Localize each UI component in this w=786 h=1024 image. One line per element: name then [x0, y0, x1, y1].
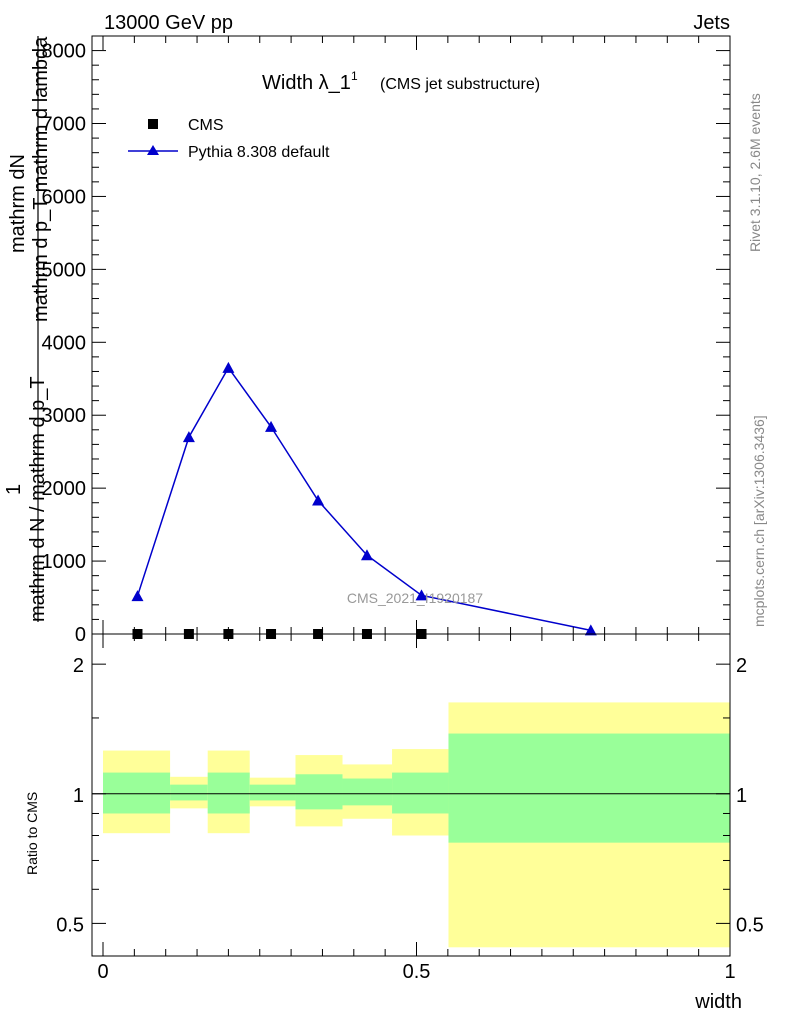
ratio-green-band	[207, 772, 250, 814]
ratio-green-band	[448, 733, 730, 843]
header-right: Jets	[693, 12, 730, 34]
x-tick-label: 0.5	[403, 961, 431, 983]
x-tick-label: 1	[724, 961, 735, 983]
pythia-data-point	[131, 590, 144, 602]
ratio-ytick-label-left: 1	[73, 785, 84, 807]
legend-cms-marker	[148, 119, 158, 129]
ratio-plot-axes: 0.5 0.5 1 1 2 2 0 0.5 1	[56, 633, 764, 983]
ratio-green-band	[249, 784, 296, 801]
pythia-data-point	[584, 624, 597, 636]
plot-title-main: Width λ_1	[262, 72, 351, 94]
ratio-green-band	[170, 784, 208, 801]
main-ytick-label: 8000	[42, 41, 87, 63]
main-ytick-label: 2000	[42, 478, 87, 500]
plot-subtitle: (CMS jet substructure)	[380, 76, 540, 93]
ratio-frame	[91, 633, 731, 957]
rivet-label: Rivet 3.1.10, 2.6M events	[747, 93, 763, 252]
ratio-ytick-label-right: 1	[736, 785, 747, 807]
ylabel-num: mathrm dN	[7, 154, 29, 253]
ratio-ylabel: Ratio to CMS	[24, 792, 40, 875]
main-plot-axes: 0 1000 2000 3000 4000 5000 6000 7000 8000	[42, 35, 731, 646]
main-ytick-label: 1000	[42, 551, 87, 573]
x-tick-label: 0	[97, 961, 108, 983]
header-left: 13000 GeV pp	[104, 12, 233, 34]
main-ylabel: mathrm dN mathrm d p_T mathrm d lambda 1…	[3, 36, 52, 622]
ratio-green-band	[392, 772, 449, 814]
ylabel-prefix-den: mathrm d N / mathrm d p_T	[27, 376, 49, 622]
main-ytick-label: 4000	[42, 332, 87, 354]
ylabel-den: mathrm d p_T mathrm d lambda	[30, 36, 52, 322]
pythia-data-point	[265, 420, 278, 432]
plot-title-sup: 1	[351, 69, 358, 83]
pythia-data-point	[222, 361, 235, 373]
main-ytick-label: 5000	[42, 259, 87, 281]
ratio-bands	[103, 702, 730, 948]
ratio-ytick-label-right: 0.5	[736, 914, 764, 936]
mcplots-label: mcplots.cern.ch [arXiv:1306.3436]	[751, 415, 767, 627]
legend: CMS Pythia 8.308 default	[128, 117, 330, 161]
main-ytick-label: 6000	[42, 186, 87, 208]
main-ytick-label: 3000	[42, 405, 87, 427]
watermark: CMS_2021_I1920187	[347, 590, 483, 606]
pythia-data-point	[360, 549, 373, 561]
legend-pythia-marker	[147, 145, 159, 155]
ratio-ytick-label-left: 2	[73, 655, 84, 677]
pythia-data-point	[415, 589, 428, 601]
ratio-green-band	[103, 772, 171, 814]
ratio-ytick-label-right: 2	[736, 655, 747, 677]
ylabel-prefix: 1	[3, 484, 25, 495]
x-axis-label: width	[694, 991, 742, 1013]
main-ytick-label: 0	[75, 624, 86, 646]
legend-pythia-label: Pythia 8.308 default	[188, 144, 330, 161]
pythia-data-point	[182, 431, 195, 443]
pythia-line	[136, 366, 591, 632]
plot-title: Width λ_11	[262, 69, 358, 94]
pythia-data-point	[312, 494, 325, 506]
ratio-ytick-label-left: 0.5	[56, 914, 84, 936]
main-ytick-label: 7000	[42, 114, 87, 136]
legend-cms-label: CMS	[188, 117, 224, 134]
ratio-green-band	[342, 778, 393, 806]
ratio-green-band	[295, 774, 343, 810]
